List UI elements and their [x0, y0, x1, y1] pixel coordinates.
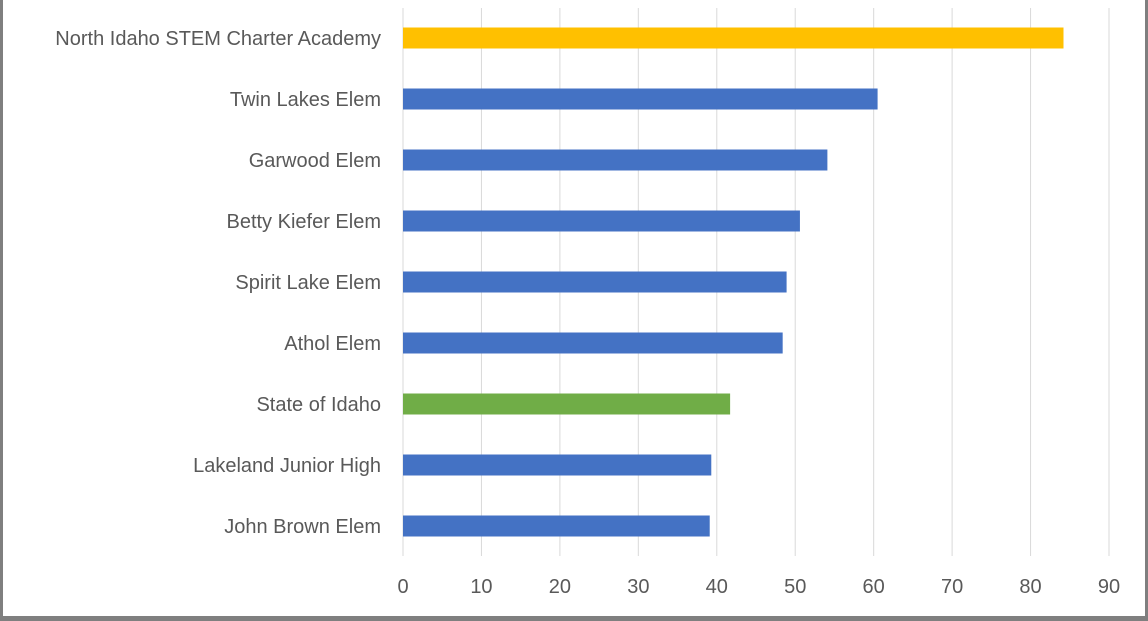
category-label: Betty Kiefer Elem	[226, 211, 381, 233]
category-label: Garwood Elem	[249, 150, 381, 172]
x-tick-label: 20	[549, 576, 571, 598]
x-tick-label: 0	[397, 576, 408, 598]
category-label: Twin Lakes Elem	[230, 89, 381, 111]
category-label: North Idaho STEM Charter Academy	[55, 28, 381, 50]
bar	[403, 27, 1064, 49]
x-axis-tick-labels: 0 10 20 30 40 50 60 70 80 90	[397, 576, 1120, 598]
category-label: Lakeland Junior High	[193, 455, 381, 477]
bar	[403, 332, 783, 354]
bar-chart: North Idaho STEM Charter Academy Twin Lak…	[55, 8, 1120, 598]
x-tick-label: 30	[627, 576, 649, 598]
bar	[403, 271, 787, 293]
x-tick-label: 70	[941, 576, 963, 598]
bar	[403, 454, 712, 476]
bar	[403, 149, 828, 171]
bar	[403, 210, 800, 232]
x-tick-label: 40	[706, 576, 728, 598]
bar	[403, 88, 878, 110]
bars	[403, 27, 1064, 537]
x-tick-label: 50	[784, 576, 806, 598]
category-labels: North Idaho STEM Charter Academy Twin Lak…	[55, 28, 381, 538]
category-label: John Brown Elem	[224, 516, 381, 538]
category-label: Spirit Lake Elem	[235, 272, 381, 294]
bar	[403, 393, 731, 415]
x-tick-label: 90	[1098, 576, 1120, 598]
category-label: Athol Elem	[284, 333, 381, 355]
category-label: State of Idaho	[256, 394, 381, 416]
x-tick-label: 60	[863, 576, 885, 598]
x-tick-label: 10	[470, 576, 492, 598]
bar	[403, 515, 710, 537]
x-tick-label: 80	[1019, 576, 1041, 598]
